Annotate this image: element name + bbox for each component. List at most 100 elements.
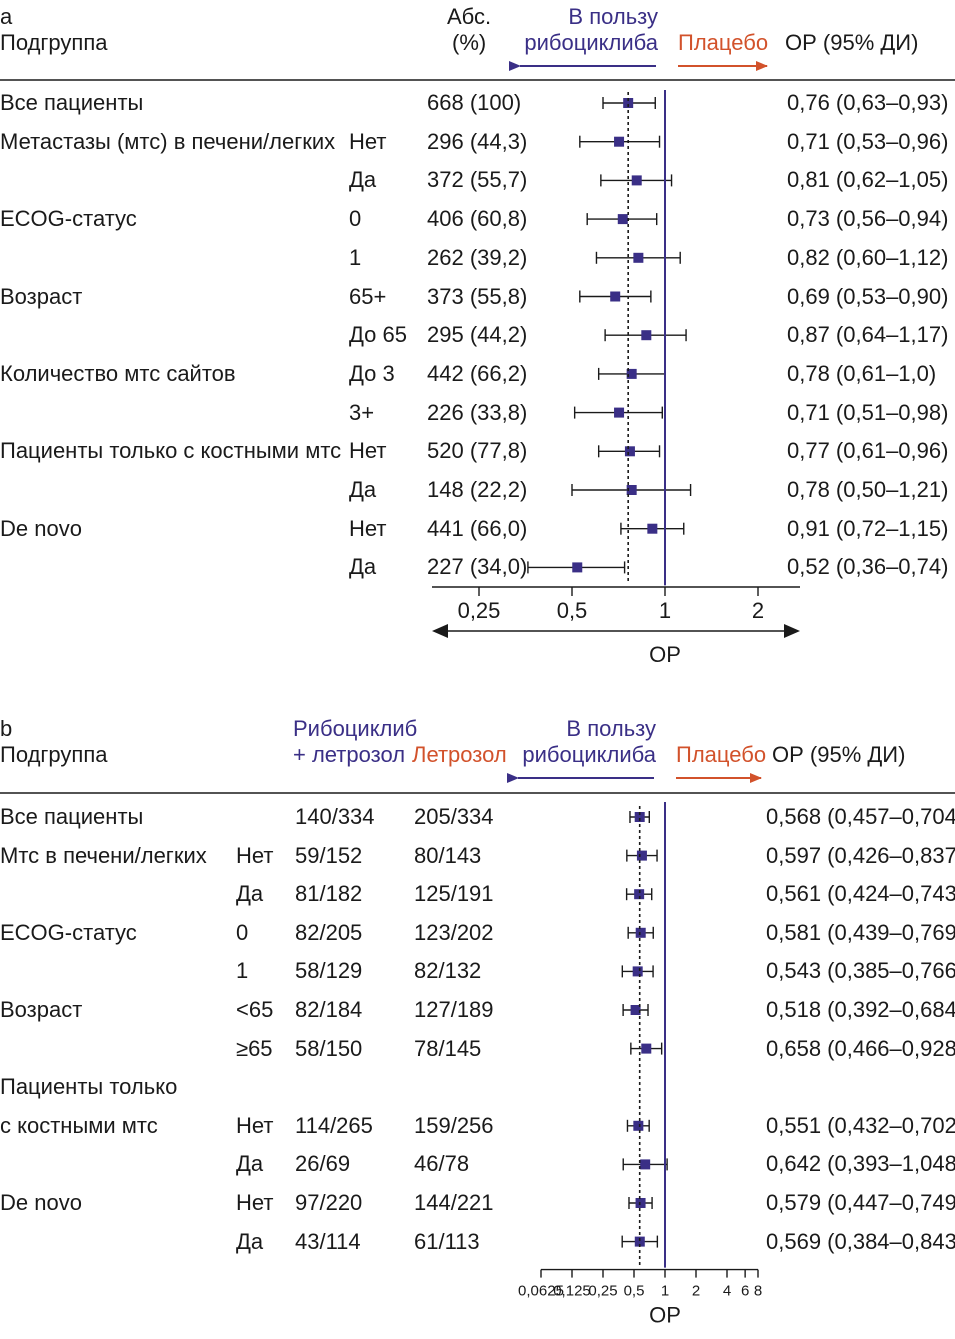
row-subgroup-label: Нет bbox=[349, 438, 387, 464]
row-count: 442 (66,2) bbox=[427, 360, 528, 386]
row-group-label: с костными мтс bbox=[0, 1112, 158, 1138]
or-point bbox=[640, 1159, 651, 1170]
row-or-ci: 0,561 (0,424–0,743) bbox=[766, 881, 955, 907]
row-group-label: De novo bbox=[0, 515, 82, 541]
or-point bbox=[634, 889, 645, 900]
row-or-ci: 0,78 (0,50–1,21) bbox=[787, 477, 949, 502]
row-or-ci: 0,52 (0,36–0,74) bbox=[787, 554, 949, 580]
panel-a-favor-header: В пользу bbox=[568, 4, 658, 29]
row-ribociclib-count: 82/205 bbox=[295, 919, 363, 945]
row-subgroup-label: 0 bbox=[236, 919, 249, 945]
row-group-label: De novo bbox=[0, 1190, 82, 1215]
row-subgroup-label: Да bbox=[349, 554, 377, 580]
x-tick-label: 0,0625 bbox=[518, 1283, 564, 1300]
row-subgroup-label: Нет bbox=[236, 842, 274, 868]
or-point bbox=[634, 812, 645, 822]
row-or-ci: 0,71 (0,53–0,96) bbox=[787, 128, 949, 154]
arrow-left-head bbox=[432, 624, 448, 638]
row-subgroup-label: До 65 bbox=[349, 322, 407, 348]
row-or-ci: 0,78 (0,61–1,0) bbox=[787, 360, 937, 386]
row-or-ci: 0,76 (0,63–0,93) bbox=[787, 90, 949, 115]
row-count: 296 (44,3) bbox=[427, 128, 528, 154]
x-axis-label: ОР bbox=[649, 642, 681, 667]
or-point bbox=[647, 523, 658, 534]
row-or-ci: 0,551 (0,432–0,702) bbox=[766, 1112, 955, 1138]
panel-b-ribo-letrozole-header: + летрозол bbox=[293, 742, 406, 767]
row-count: 148 (22,2) bbox=[427, 477, 528, 502]
row-count: 372 (55,7) bbox=[427, 167, 528, 193]
row-letrozole-count: 80/143 bbox=[414, 842, 482, 868]
or-point bbox=[641, 1043, 652, 1054]
panel-b-or-header: ОР (95% ДИ) bbox=[772, 742, 906, 767]
row-subgroup-label: Да bbox=[349, 167, 377, 193]
row-group-label: Метастазы (мтс) в печени/легких bbox=[0, 128, 336, 154]
row-or-ci: 0,518 (0,392–0,684) bbox=[766, 997, 955, 1022]
x-tick-label: 0,25 bbox=[458, 598, 501, 623]
x-tick-label: 0,125 bbox=[553, 1283, 591, 1300]
panel-b-favor-drug-header: рибоциклиба bbox=[522, 742, 656, 767]
row-or-ci: 0,69 (0,53–0,90) bbox=[787, 283, 949, 309]
panel-a-or-header: ОР (95% ДИ) bbox=[785, 30, 919, 55]
row-group-label: Все пациенты bbox=[0, 804, 144, 829]
row-group-label: ECOG-статус bbox=[0, 919, 137, 945]
row-subgroup-label: Да bbox=[349, 477, 377, 502]
x-tick-label: 1 bbox=[661, 1283, 669, 1300]
row-subgroup-label: 0 bbox=[349, 206, 362, 232]
row-letrozole-count: 78/145 bbox=[414, 1035, 482, 1061]
row-or-ci: 0,77 (0,61–0,96) bbox=[787, 438, 949, 464]
row-count: 226 (33,8) bbox=[427, 399, 528, 425]
row-group-label: Количество мтс сайтов bbox=[0, 360, 236, 386]
row-count: 520 (77,8) bbox=[427, 438, 528, 464]
or-point bbox=[632, 966, 643, 977]
row-ribociclib-count: 97/220 bbox=[295, 1190, 363, 1215]
row-letrozole-count: 127/189 bbox=[414, 997, 494, 1022]
row-letrozole-count: 125/191 bbox=[414, 881, 494, 907]
row-or-ci: 0,568 (0,457–0,704) bbox=[766, 804, 955, 829]
panel-b-favor-header: В пользу bbox=[566, 716, 656, 741]
or-point bbox=[636, 850, 647, 861]
row-or-ci: 0,579 (0,447–0,749) bbox=[766, 1190, 955, 1215]
x-tick-label: 8 bbox=[754, 1283, 762, 1300]
x-tick-label: 0,25 bbox=[588, 1283, 617, 1300]
x-tick-label: 4 bbox=[723, 1283, 731, 1300]
row-or-ci: 0,82 (0,60–1,12) bbox=[787, 244, 949, 270]
row-letrozole-count: 82/132 bbox=[414, 958, 482, 984]
x-tick-label: 0,5 bbox=[624, 1283, 645, 1300]
row-or-ci: 0,71 (0,51–0,98) bbox=[787, 399, 949, 425]
row-subgroup-label: ≥65 bbox=[236, 1035, 273, 1061]
row-or-ci: 0,597 (0,426–0,837) bbox=[766, 842, 955, 868]
panel-a-placebo-header: Плацебо bbox=[678, 30, 769, 55]
row-or-ci: 0,73 (0,56–0,94) bbox=[787, 206, 949, 232]
row-subgroup-label: 1 bbox=[349, 244, 362, 270]
or-point bbox=[623, 98, 634, 108]
or-point bbox=[631, 175, 642, 186]
or-point bbox=[633, 252, 644, 263]
row-or-ci: 0,569 (0,384–0,843) bbox=[766, 1228, 955, 1254]
or-point bbox=[626, 368, 637, 379]
or-point bbox=[626, 485, 637, 495]
panel-b-ribo-header: Рибоциклиб bbox=[293, 716, 418, 741]
x-tick-label: 1 bbox=[659, 598, 671, 623]
row-subgroup-label: Нет bbox=[236, 1190, 274, 1215]
row-subgroup-label: 65+ bbox=[349, 283, 387, 309]
row-or-ci: 0,658 (0,466–0,928) bbox=[766, 1035, 955, 1061]
row-or-ci: 0,81 (0,62–1,05) bbox=[787, 167, 949, 193]
row-subgroup-label: До 3 bbox=[349, 360, 395, 386]
panel-b-letrozole-header: Летрозол bbox=[412, 742, 507, 767]
row-letrozole-count: 205/334 bbox=[414, 804, 494, 829]
row-subgroup-label: Нет bbox=[349, 128, 387, 154]
row-group-label: ECOG-статус bbox=[0, 206, 137, 232]
row-count: 373 (55,8) bbox=[427, 283, 528, 309]
x-tick-label: 2 bbox=[692, 1283, 700, 1300]
row-count: 295 (44,2) bbox=[427, 322, 528, 348]
row-subgroup-label: Нет bbox=[349, 515, 387, 541]
or-point bbox=[624, 446, 635, 457]
row-ribociclib-count: 58/150 bbox=[295, 1035, 363, 1061]
row-subgroup-label: Да bbox=[236, 881, 264, 907]
row-letrozole-count: 123/202 bbox=[414, 919, 494, 945]
panel-a-subgroup-header: Подгруппа bbox=[0, 30, 108, 55]
row-count: 262 (39,2) bbox=[427, 244, 528, 270]
row-group-label: Пациенты только bbox=[0, 1074, 178, 1100]
